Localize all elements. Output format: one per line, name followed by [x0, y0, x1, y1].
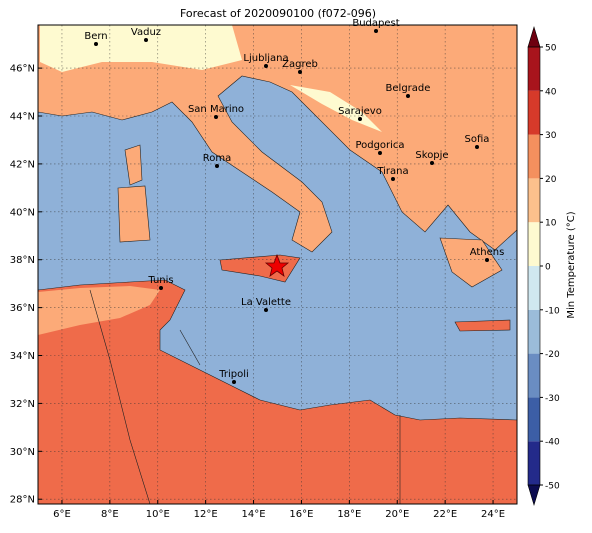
- city-dot: [430, 161, 434, 165]
- border: [179, 329, 201, 366]
- x-tick-label: 18°E: [337, 509, 361, 520]
- city-label: Zagreb: [282, 59, 318, 70]
- city-label: La Valette: [241, 297, 291, 308]
- colorbar-band: [528, 353, 540, 398]
- city-label: San Marino: [188, 104, 244, 115]
- city-dot: [264, 308, 268, 312]
- city-label: Budapest: [352, 18, 399, 29]
- city-label: Sarajevo: [338, 106, 382, 117]
- city-label: Tirana: [376, 166, 408, 177]
- city-label: Vaduz: [131, 27, 161, 38]
- colorbar-tick-label: 40: [545, 87, 557, 97]
- city-dot: [215, 164, 219, 168]
- x-tick-label: 6°E: [53, 509, 71, 520]
- africa: [38, 279, 517, 504]
- colorbar-tick-label: -40: [545, 438, 560, 448]
- colorbar-extend-low: [527, 484, 541, 507]
- colorbar-tick-label: 10: [545, 219, 557, 229]
- colorbar-band: [528, 90, 540, 135]
- colorbar-band: [528, 309, 540, 354]
- x-tick-label: 20°E: [385, 509, 409, 520]
- x-tick-label: 22°E: [433, 509, 457, 520]
- y-tick-label: 36°N: [10, 303, 35, 314]
- city-dot: [475, 145, 479, 149]
- city-dot: [144, 38, 148, 42]
- colorbar-tick-label: 0: [545, 263, 551, 273]
- y-tick-label: 40°N: [10, 207, 35, 218]
- city-dot: [378, 151, 382, 155]
- border: [89, 289, 151, 504]
- map: [38, 25, 517, 504]
- africa-mild: [38, 286, 160, 335]
- city-label: Podgorica: [355, 140, 404, 151]
- city-dot: [391, 177, 395, 181]
- colorbar-band: [528, 178, 540, 223]
- city-label: Skopje: [415, 150, 448, 161]
- colorbar-tick-label: -10: [545, 306, 560, 316]
- y-tick-label: 34°N: [10, 351, 35, 362]
- colorbar-tick-label: 30: [545, 131, 557, 141]
- colorbar-extend-high: [527, 25, 541, 48]
- x-tick-label: 16°E: [289, 509, 313, 520]
- city-dot: [232, 380, 236, 384]
- city-label: Belgrade: [386, 83, 431, 94]
- y-tick-label: 44°N: [10, 112, 35, 123]
- alps: [40, 25, 242, 72]
- colorbar-band: [528, 397, 540, 442]
- sardinia: [117, 185, 151, 243]
- city-label: Roma: [203, 153, 232, 164]
- city-label: Tripoli: [218, 369, 249, 380]
- x-tick-label: 14°E: [242, 509, 266, 520]
- sicily: [219, 254, 301, 283]
- city-dot: [406, 94, 410, 98]
- colorbar-tick-label: -50: [545, 482, 560, 492]
- y-tick-label: 28°N: [10, 495, 35, 506]
- city-label: Sofia: [465, 134, 490, 145]
- city-label: Ljubljana: [243, 53, 288, 64]
- colorbar-tick-label: -30: [545, 394, 560, 404]
- x-tick-label: 10°E: [146, 509, 170, 520]
- y-tick-label: 38°N: [10, 255, 35, 266]
- crete: [454, 319, 511, 332]
- city-dot: [264, 64, 268, 68]
- greece: [439, 237, 503, 288]
- corsica: [124, 144, 143, 186]
- city-dot: [298, 70, 302, 74]
- city-label: Athens: [470, 247, 505, 258]
- city-dot: [214, 115, 218, 119]
- city-label: Tunis: [147, 275, 173, 286]
- city-dot: [485, 258, 489, 262]
- colorbar-tick-label: 50: [545, 44, 557, 54]
- y-tick-label: 46°N: [10, 64, 35, 75]
- x-tick-label: 8°E: [101, 509, 119, 520]
- colorbar-band: [528, 441, 540, 485]
- colorbar-label: Min Temperature (°C): [566, 211, 577, 318]
- x-tick-label: 12°E: [194, 509, 218, 520]
- city-dot: [374, 29, 378, 33]
- colorbar-band: [528, 266, 540, 310]
- colorbar-band: [528, 134, 540, 179]
- city-dot: [159, 286, 163, 290]
- colorbar-band: [528, 47, 540, 91]
- y-tick-label: 32°N: [10, 399, 35, 410]
- city-dot: [94, 42, 98, 46]
- colorbar-tick-label: 20: [545, 175, 557, 185]
- city-label: Bern: [84, 31, 107, 42]
- y-tick-label: 42°N: [10, 159, 35, 170]
- map-frame: [37, 24, 518, 505]
- colorbar-band: [528, 222, 540, 266]
- colorbar-tick-label: -20: [545, 350, 560, 360]
- star-marker: [264, 253, 290, 277]
- city-dot: [358, 117, 362, 121]
- y-tick-label: 30°N: [10, 447, 35, 458]
- x-tick-label: 24°E: [481, 509, 505, 520]
- title: Forecast of 2020090100 (f072-096): [180, 7, 376, 20]
